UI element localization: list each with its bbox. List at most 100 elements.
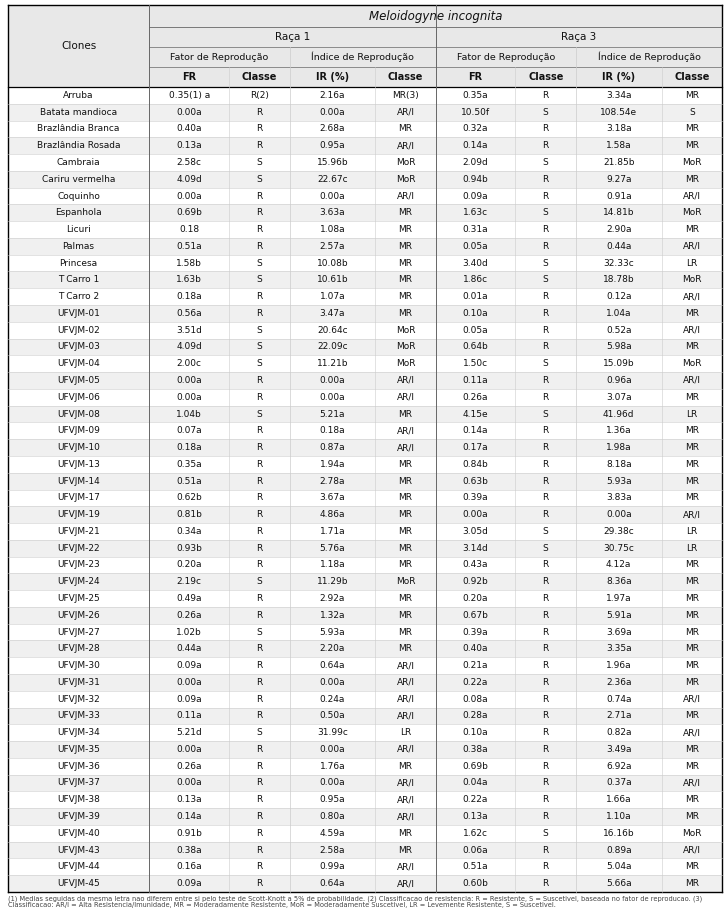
Text: R: R bbox=[542, 627, 549, 637]
Bar bbox=[8, 624, 722, 640]
Text: UFVJM-17: UFVJM-17 bbox=[57, 494, 100, 502]
Text: UFVJM-22: UFVJM-22 bbox=[57, 544, 100, 552]
Text: UFVJM-43: UFVJM-43 bbox=[57, 845, 100, 855]
Text: 41.96d: 41.96d bbox=[603, 409, 635, 419]
Text: 0.14a: 0.14a bbox=[463, 141, 489, 150]
Text: 0.00a: 0.00a bbox=[606, 510, 632, 519]
Text: UFVJM-45: UFVJM-45 bbox=[57, 879, 100, 889]
Bar bbox=[8, 507, 722, 523]
Text: 0.99a: 0.99a bbox=[320, 862, 345, 871]
Text: 9.27a: 9.27a bbox=[606, 175, 632, 184]
Text: 0.62b: 0.62b bbox=[177, 494, 202, 502]
Text: 3.83a: 3.83a bbox=[606, 494, 632, 502]
Text: 0.09a: 0.09a bbox=[177, 879, 202, 889]
Text: S: S bbox=[543, 108, 549, 116]
Text: 0.24a: 0.24a bbox=[320, 694, 345, 703]
Text: 2.20a: 2.20a bbox=[320, 644, 345, 653]
Text: 0.00a: 0.00a bbox=[320, 779, 345, 788]
Text: S: S bbox=[257, 343, 262, 352]
Text: AR/I: AR/I bbox=[396, 712, 414, 720]
Text: UFVJM-26: UFVJM-26 bbox=[57, 611, 100, 620]
Text: 0.18: 0.18 bbox=[179, 225, 199, 234]
Text: 0.69b: 0.69b bbox=[176, 208, 202, 217]
Text: MR(3): MR(3) bbox=[392, 91, 419, 100]
Text: R: R bbox=[542, 225, 549, 234]
Text: AR/I: AR/I bbox=[683, 242, 701, 251]
Text: 4.86a: 4.86a bbox=[320, 510, 345, 519]
Text: 0.51a: 0.51a bbox=[177, 476, 202, 485]
Text: R: R bbox=[256, 426, 262, 435]
Bar bbox=[8, 5, 722, 27]
Text: 3.51d: 3.51d bbox=[176, 326, 202, 334]
Text: MR: MR bbox=[398, 460, 412, 469]
Text: MoR: MoR bbox=[395, 158, 415, 167]
Text: 1.63b: 1.63b bbox=[176, 276, 202, 284]
Text: 21.85b: 21.85b bbox=[603, 158, 635, 167]
Text: 0.89a: 0.89a bbox=[606, 845, 632, 855]
Text: 0.13a: 0.13a bbox=[177, 795, 202, 804]
Text: UFVJM-04: UFVJM-04 bbox=[57, 359, 100, 368]
Bar bbox=[8, 758, 722, 775]
Text: UFVJM-01: UFVJM-01 bbox=[57, 309, 100, 318]
Text: 0.39a: 0.39a bbox=[463, 627, 489, 637]
Text: R: R bbox=[256, 494, 262, 502]
Text: MR: MR bbox=[685, 879, 699, 889]
Text: Classe: Classe bbox=[674, 72, 710, 82]
Text: 0.05a: 0.05a bbox=[463, 326, 489, 334]
Text: 1.04b: 1.04b bbox=[177, 409, 202, 419]
Text: 6.92a: 6.92a bbox=[606, 762, 632, 770]
Text: MR: MR bbox=[398, 762, 412, 770]
Text: MR: MR bbox=[398, 309, 412, 318]
Bar bbox=[8, 87, 722, 104]
Text: MR: MR bbox=[685, 141, 699, 150]
Text: R: R bbox=[256, 527, 262, 536]
Text: R: R bbox=[256, 108, 262, 116]
Text: UFVJM-23: UFVJM-23 bbox=[57, 561, 100, 570]
Text: MoR: MoR bbox=[395, 577, 415, 586]
Bar bbox=[8, 121, 722, 137]
Text: 3.34a: 3.34a bbox=[606, 91, 632, 100]
Text: 15.09b: 15.09b bbox=[603, 359, 635, 368]
Text: 3.07a: 3.07a bbox=[606, 393, 632, 402]
Text: AR/I: AR/I bbox=[396, 795, 414, 804]
Text: R: R bbox=[542, 712, 549, 720]
Bar bbox=[8, 271, 722, 289]
Text: 0.09a: 0.09a bbox=[463, 191, 489, 201]
Text: 0.81b: 0.81b bbox=[176, 510, 202, 519]
Bar bbox=[8, 456, 722, 473]
Text: 0.37a: 0.37a bbox=[606, 779, 632, 788]
Bar bbox=[8, 439, 722, 456]
Text: S: S bbox=[257, 258, 262, 267]
Text: R: R bbox=[256, 125, 262, 134]
Text: AR/I: AR/I bbox=[396, 661, 414, 671]
Text: MR: MR bbox=[685, 712, 699, 720]
Text: 0.00a: 0.00a bbox=[320, 745, 345, 754]
Text: 0.49a: 0.49a bbox=[177, 594, 202, 603]
Text: 0.11a: 0.11a bbox=[177, 712, 202, 720]
Text: AR/I: AR/I bbox=[683, 510, 701, 519]
Text: 2.78a: 2.78a bbox=[320, 476, 345, 485]
Text: 0.51a: 0.51a bbox=[463, 862, 489, 871]
Text: S: S bbox=[257, 326, 262, 334]
Text: 32.33c: 32.33c bbox=[603, 258, 634, 267]
Text: 0.13a: 0.13a bbox=[177, 141, 202, 150]
Text: Fator de Reprodução: Fator de Reprodução bbox=[457, 52, 555, 61]
Text: 10.08b: 10.08b bbox=[316, 258, 348, 267]
Text: 5.04a: 5.04a bbox=[606, 862, 632, 871]
Text: UFVJM-09: UFVJM-09 bbox=[57, 426, 100, 435]
Text: 0.00a: 0.00a bbox=[177, 376, 202, 385]
Text: S: S bbox=[543, 544, 549, 552]
Text: MR: MR bbox=[685, 443, 699, 453]
Text: R: R bbox=[542, 644, 549, 653]
Bar bbox=[8, 540, 722, 557]
Text: AR/I: AR/I bbox=[396, 191, 414, 201]
Text: 0.35a: 0.35a bbox=[463, 91, 489, 100]
Text: 1.36a: 1.36a bbox=[606, 426, 632, 435]
Text: MR: MR bbox=[685, 460, 699, 469]
Text: MR: MR bbox=[685, 125, 699, 134]
Text: 4.15e: 4.15e bbox=[463, 409, 489, 419]
Text: UFVJM-31: UFVJM-31 bbox=[57, 678, 100, 687]
Bar bbox=[8, 137, 722, 154]
Text: 0.08a: 0.08a bbox=[463, 694, 489, 703]
Text: R: R bbox=[542, 292, 549, 301]
